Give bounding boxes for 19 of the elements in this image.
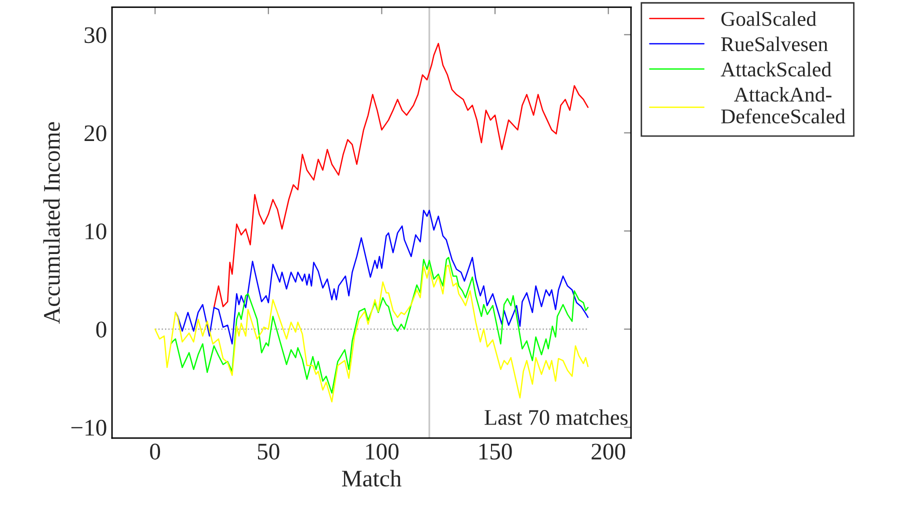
line-series: [213, 42, 589, 308]
y-tick-label: 0: [96, 322, 106, 338]
x-axis-title: Match: [342, 470, 402, 487]
legend-label: GoalScaled: [721, 11, 816, 26]
line-series: [174, 210, 589, 344]
ref-line-label: Last 70 matches: [484, 409, 628, 425]
x-tick-label: 200: [592, 444, 626, 460]
x-tick-label: 100: [366, 444, 399, 460]
y-axis-title: Accumulated Income: [43, 122, 60, 324]
x-tick-label: 150: [479, 444, 512, 460]
y-tick-label: 10: [86, 223, 106, 240]
legend-label: AttackScaled: [720, 62, 832, 77]
y-tick-label: 30: [84, 27, 106, 44]
legend-label: RueSalvesen: [721, 36, 828, 52]
x-tick-label: 50: [258, 444, 280, 460]
legend-label: AttackAnd- DefenceScaled: [721, 87, 846, 124]
x-tick-label: 0: [150, 444, 160, 460]
y-tick-label: −10: [71, 420, 106, 436]
y-tick-label: 20: [84, 125, 106, 142]
